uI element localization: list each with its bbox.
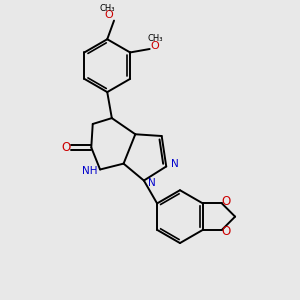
Text: O: O	[151, 41, 159, 51]
Text: N: N	[171, 159, 178, 169]
Text: N: N	[148, 178, 156, 188]
Text: O: O	[222, 225, 231, 238]
Text: CH₃: CH₃	[100, 4, 115, 13]
Text: O: O	[62, 141, 71, 154]
Text: NH: NH	[82, 166, 98, 176]
Text: CH₃: CH₃	[147, 34, 163, 43]
Text: O: O	[105, 10, 113, 20]
Text: O: O	[222, 196, 231, 208]
